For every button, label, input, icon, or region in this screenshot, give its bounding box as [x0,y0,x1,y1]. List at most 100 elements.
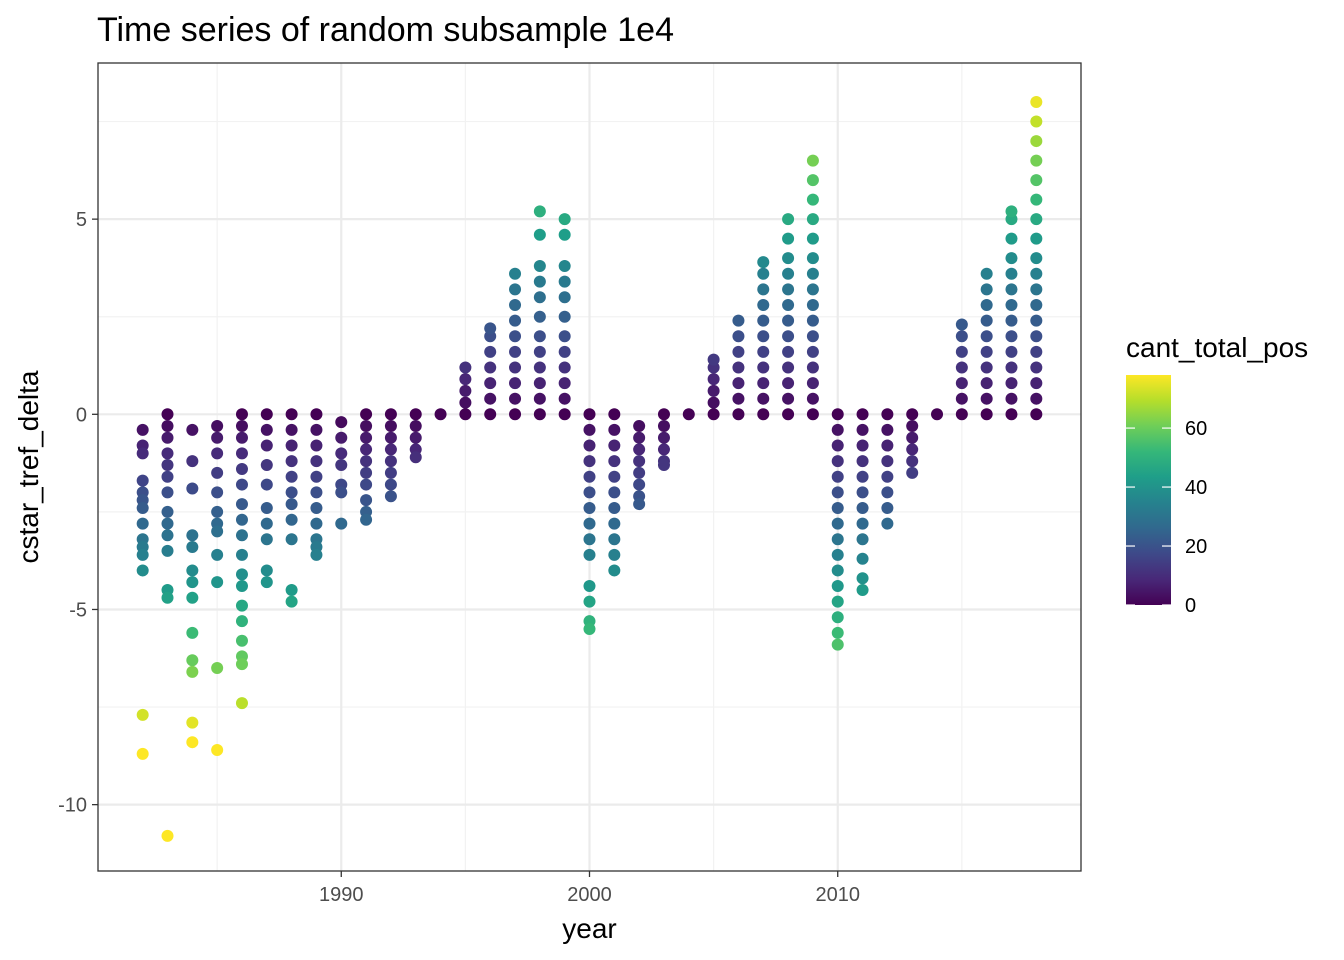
data-point [1005,392,1018,405]
data-point [310,517,323,530]
data-point [360,443,373,456]
data-point [906,431,919,444]
data-point [260,533,273,546]
data-point [211,525,224,538]
data-point [459,384,472,397]
data-point [881,470,894,483]
data-point [1030,283,1043,296]
data-point [831,548,844,561]
data-point [533,310,546,323]
data-point [509,330,522,343]
data-point [235,447,248,460]
data-point [558,259,571,272]
data-point [310,455,323,468]
data-point [583,517,596,530]
data-point [955,330,968,343]
data-point [186,482,199,495]
data-point [260,423,273,436]
data-point [260,408,273,421]
data-point [360,466,373,479]
data-point [1030,193,1043,206]
data-point [856,470,869,483]
data-point [509,408,522,421]
data-point [459,396,472,409]
data-point [707,373,720,386]
data-point [608,470,621,483]
data-point [881,517,894,530]
data-point [186,564,199,577]
data-point [782,392,795,405]
data-point [757,299,770,312]
data-point [558,345,571,358]
data-point [285,439,298,452]
data-point [384,466,397,479]
data-point [558,392,571,405]
data-point [980,408,993,421]
data-point [1030,377,1043,390]
data-point [856,533,869,546]
data-point [806,330,819,343]
data-point [235,420,248,433]
data-point [161,447,174,460]
data-point [806,283,819,296]
data-point [211,505,224,518]
data-point [633,478,646,491]
data-point [509,392,522,405]
data-point [509,267,522,280]
data-point [608,486,621,499]
data-point [310,470,323,483]
data-point [906,443,919,456]
data-point [211,431,224,444]
data-point [211,548,224,561]
data-point [782,408,795,421]
data-point [881,408,894,421]
data-point [633,466,646,479]
data-point [831,517,844,530]
data-point [558,330,571,343]
data-point [955,377,968,390]
data-point [831,626,844,639]
data-point [1005,330,1018,343]
data-point [608,501,621,514]
data-point [409,431,422,444]
x-tick-label: 2000 [567,884,612,906]
data-point [856,501,869,514]
data-point [782,330,795,343]
data-point [136,517,149,530]
data-point [533,205,546,218]
data-point [1030,408,1043,421]
data-point [335,486,348,499]
data-point [682,408,695,421]
data-point [1030,135,1043,148]
data-point [1005,267,1018,280]
data-point [782,314,795,327]
data-point [757,377,770,390]
data-point [782,232,795,245]
data-point [211,576,224,589]
data-point [732,314,745,327]
data-point [186,736,199,749]
data-point [1005,205,1018,218]
data-point [980,377,993,390]
data-point [384,431,397,444]
data-point [881,455,894,468]
y-axis: -10 -5 0 5 [58,209,98,817]
data-point [757,392,770,405]
data-point [558,377,571,390]
data-point [980,299,993,312]
data-point [1030,174,1043,187]
data-point [211,662,224,675]
data-point [782,283,795,296]
data-point [732,345,745,358]
data-point [1030,330,1043,343]
data-point [856,408,869,421]
data-point [1030,252,1043,265]
data-point [583,595,596,608]
data-point [782,345,795,358]
data-point [533,330,546,343]
data-point [310,423,323,436]
data-point [558,228,571,241]
data-point [980,314,993,327]
data-point [335,517,348,530]
data-point [384,455,397,468]
